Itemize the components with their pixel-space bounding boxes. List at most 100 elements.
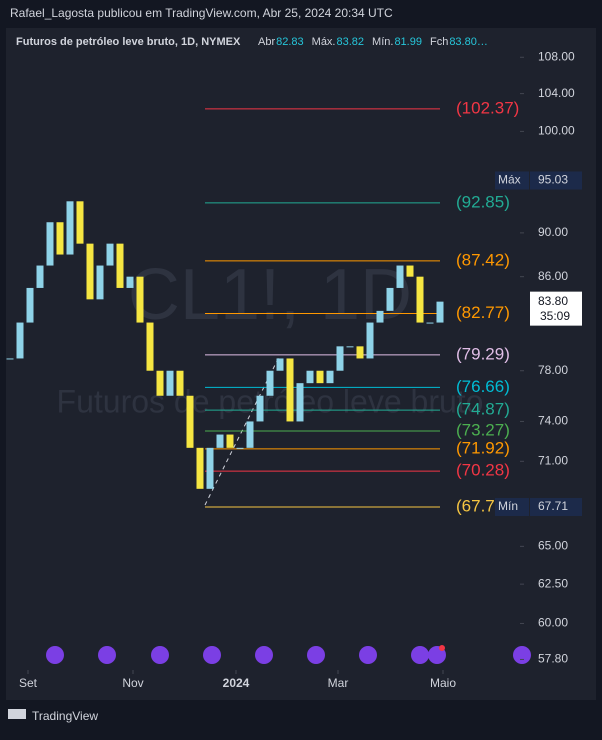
candle xyxy=(226,434,234,448)
candle xyxy=(76,201,84,244)
candle xyxy=(66,201,74,255)
symbol-title: Futuros de petróleo leve bruto, 1D, NYME… xyxy=(16,36,241,48)
event-icon[interactable] xyxy=(513,646,531,664)
last-price: 83.80 xyxy=(538,294,568,308)
event-icon[interactable] xyxy=(255,646,273,664)
event-dot xyxy=(439,645,445,651)
watermark-symbol: CL1!, 1D xyxy=(128,255,412,335)
fib-label: (71.92) xyxy=(456,438,510,457)
candle xyxy=(46,222,54,266)
candle xyxy=(406,265,414,277)
candle xyxy=(276,358,284,371)
candle xyxy=(286,358,294,422)
candle xyxy=(366,322,374,359)
candle xyxy=(326,370,334,384)
candle xyxy=(356,346,364,359)
fib-label: (102.37) xyxy=(456,98,519,117)
legend-value: 82.83 xyxy=(276,36,304,48)
y-tick-label: 104.00 xyxy=(538,86,575,100)
event-icon[interactable] xyxy=(203,646,221,664)
candle xyxy=(246,421,254,448)
candle xyxy=(346,346,354,348)
candle xyxy=(186,395,194,448)
candle xyxy=(206,447,214,489)
y-tick-label: 57.80 xyxy=(538,652,568,666)
x-tick-label: Mar xyxy=(328,676,349,690)
fib-label: (92.85) xyxy=(456,192,510,211)
y-tick-label: 62.50 xyxy=(538,576,568,590)
x-tick-label: 2024 xyxy=(223,676,250,690)
max-value: 95.03 xyxy=(538,173,568,187)
candle xyxy=(86,243,94,300)
y-tick-label: 108.00 xyxy=(538,49,575,63)
event-icon[interactable] xyxy=(151,646,169,664)
candle xyxy=(126,276,134,288)
candle xyxy=(396,265,404,288)
candle xyxy=(26,287,34,323)
fib-label: (74.87) xyxy=(456,400,510,419)
y-tick-label: 65.00 xyxy=(538,539,568,553)
y-tick-label: 74.00 xyxy=(538,414,568,428)
y-tick-label: 100.00 xyxy=(538,124,575,138)
publisher: Rafael_Lagosta publicou em TradingView.c… xyxy=(10,6,393,20)
event-icon[interactable] xyxy=(307,646,325,664)
y-tick-label: 78.00 xyxy=(538,363,568,377)
min-tag-label: Mín xyxy=(498,499,518,513)
legend-label: Máx. xyxy=(312,36,336,48)
event-icon[interactable] xyxy=(98,646,116,664)
candle xyxy=(376,310,384,323)
x-tick-label: Set xyxy=(19,676,38,690)
candle xyxy=(56,222,64,255)
candle xyxy=(216,434,224,448)
min-tag xyxy=(495,498,529,517)
legend-label: Mín. xyxy=(372,36,393,48)
event-icon[interactable] xyxy=(411,646,429,664)
candle xyxy=(316,370,324,384)
candle xyxy=(176,370,184,396)
fib-label: (82.77) xyxy=(456,303,510,322)
candle xyxy=(256,395,264,422)
candle xyxy=(426,322,434,324)
candle xyxy=(296,383,304,422)
legend-label: Abr xyxy=(258,36,275,48)
event-icons xyxy=(46,645,531,664)
candle xyxy=(96,265,104,300)
chart-panel xyxy=(6,28,596,700)
candle xyxy=(6,358,14,360)
legend-value: 81.99 xyxy=(394,36,422,48)
min-value: 67.71 xyxy=(538,499,568,513)
brand: TradingView xyxy=(32,709,98,723)
event-icon[interactable] xyxy=(359,646,377,664)
candle xyxy=(336,346,344,371)
fib-label: (70.28) xyxy=(456,461,510,480)
fib-label: (79.29) xyxy=(456,344,510,363)
candle xyxy=(116,243,124,288)
countdown: 35:09 xyxy=(540,309,570,323)
legend-value: 83.82 xyxy=(337,36,365,48)
fib-label: (87.42) xyxy=(456,250,510,269)
candle xyxy=(156,370,164,396)
candle xyxy=(166,370,174,396)
y-tick-label: 71.00 xyxy=(538,453,568,467)
candle xyxy=(16,322,24,359)
candle xyxy=(146,322,154,371)
max-tag xyxy=(495,171,529,190)
fib-label: (73.27) xyxy=(456,420,510,439)
max-box xyxy=(530,171,582,190)
last-price-box xyxy=(530,291,582,326)
candle xyxy=(436,301,444,323)
candle xyxy=(196,447,204,489)
candle xyxy=(106,243,114,266)
event-icon[interactable] xyxy=(46,646,64,664)
legend-label: Fch xyxy=(430,36,448,48)
fib-label: (76.66) xyxy=(456,377,510,396)
min-box xyxy=(530,498,582,517)
candle xyxy=(136,276,144,323)
y-tick-label: 86.00 xyxy=(538,269,568,283)
candle xyxy=(266,370,274,396)
x-tick-label: Nov xyxy=(122,676,143,690)
candle xyxy=(386,287,394,311)
max-tag-label: Máx xyxy=(498,173,521,187)
